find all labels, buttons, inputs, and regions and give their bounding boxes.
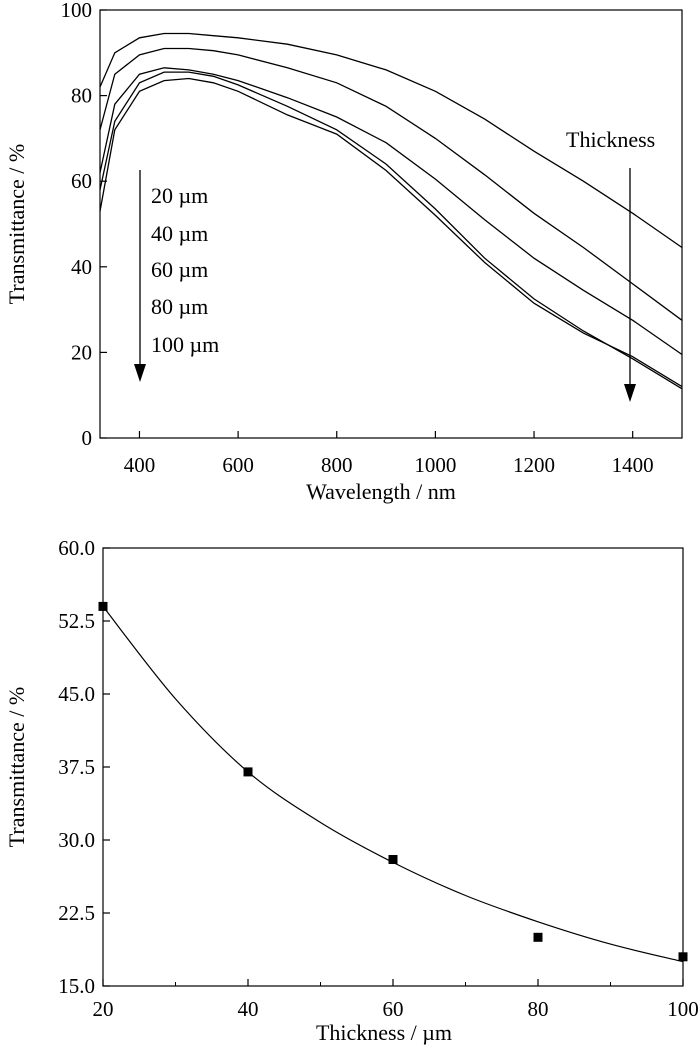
arrow-left [134,170,146,382]
data-points [98,601,688,962]
series-line-80-m [99,71,683,390]
chart-transmittance-vs-thickness: 20 40 60 80 10015.022.530.037.545.052.560.0 … [4,536,699,1045]
annotation-20um: 20 µm [151,183,208,208]
series-line-100-m [99,77,683,388]
series-line-60-m [99,67,683,356]
y-tick-label-37-5: 37.5 [58,755,95,779]
arrow-right [624,168,636,402]
y-tick-label-60-0: 60.0 [58,536,95,560]
y-tick-label-80: 80 [71,84,92,108]
x-tick-label-600: 600 [222,453,254,477]
x-tick-label-1000: 1000 [414,453,456,477]
chart-transmittance-vs-wavelength: 400 600 800 1000 1200 1400 0 20 40 60 80 100 Thickn… [4,0,683,504]
annotation-60um: 60 µm [151,257,208,282]
y-axis-title: Transmittance / % [4,144,29,305]
x-tick-label-1400: 1400 [612,453,654,477]
x-tick-label-400: 400 [124,453,156,477]
annotation-100um: 100 µm [151,332,219,357]
y-tick-label-60: 60 [71,169,92,193]
plot-frame [102,547,684,987]
x-tick-label-80: 80 [528,997,549,1021]
annotation-thickness: Thickness [566,127,655,152]
y-tick-label-30-0: 30.0 [58,828,95,852]
x-tick-label-60: 60 [383,997,404,1021]
axis-ticks: 400 600 800 1000 1200 1400 0 20 40 60 80 100 [61,0,654,477]
y-tick-label-100: 100 [61,0,93,22]
annotation-80um: 80 µm [151,294,208,319]
series-line-20-m [99,32,683,249]
plot-frame [99,9,683,439]
x-axis-title: Wavelength / nm [306,479,456,504]
annotation-40um: 40 µm [151,221,208,246]
y-axis-title: Transmittance / % [4,687,29,848]
series-line-40-m [99,47,683,321]
x-axis-title: Thickness / µm [316,1020,452,1045]
x-tick-label-20: 20 [93,997,114,1021]
x-tick-label-1200: 1200 [513,453,555,477]
series-lines [99,32,683,390]
fit-curve [102,606,684,963]
x-tick-label-40: 40 [238,997,259,1021]
y-tick-label-52-5: 52.5 [58,609,95,633]
y-tick-label-22-5: 22.5 [58,901,95,925]
x-tick-label-100: 100 [667,997,699,1021]
y-tick-label-15-0: 15.0 [58,974,95,998]
y-tick-label-0: 0 [82,426,93,450]
y-tick-label-45-0: 45.0 [58,682,95,706]
data-point-80 [533,932,543,942]
x-tick-label-800: 800 [321,453,353,477]
y-tick-label-40: 40 [71,255,92,279]
y-tick-label-20: 20 [71,340,92,364]
data-point-40 [243,767,253,777]
data-point-60 [388,855,398,864]
axis-ticks: 20 40 60 80 100 15.0 22.5 30.0 37.5 45.0 52.5 60.0 [58,536,699,1021]
